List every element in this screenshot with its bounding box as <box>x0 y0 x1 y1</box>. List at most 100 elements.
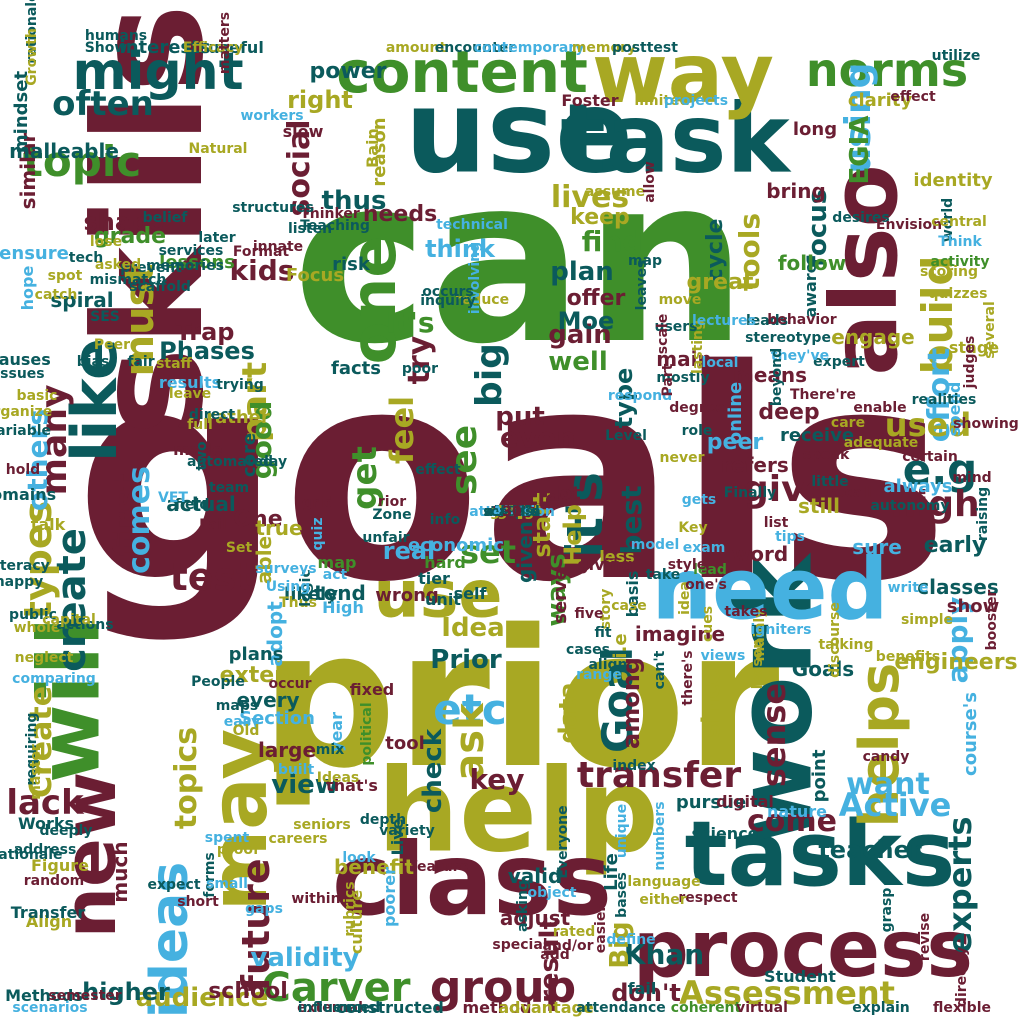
word-there-re: There're <box>789 387 857 403</box>
word-serve: serve <box>550 568 571 624</box>
word-takes: takes <box>724 604 768 620</box>
word-e-g: E.g <box>499 504 525 520</box>
word-language: language <box>627 874 701 890</box>
word-lectures: lectures <box>692 313 756 329</box>
word-phases: Phases <box>159 337 255 365</box>
word-long: long <box>792 119 838 140</box>
word-revise: revise <box>917 912 933 962</box>
word-see: see <box>444 424 485 496</box>
word-never: never <box>659 450 705 466</box>
word-mostly: mostly <box>656 370 710 386</box>
word-level: Level <box>605 428 647 444</box>
word-listen: listen <box>287 221 333 237</box>
word-that-s: that's <box>326 776 378 795</box>
word-useful: useful <box>208 38 264 57</box>
word-spiral: spiral <box>50 288 114 312</box>
word-active: Active <box>838 786 952 824</box>
word-lessons: lessons <box>159 252 235 273</box>
word-engage: engage <box>831 325 915 349</box>
word-20: 20 <box>502 504 522 520</box>
word-main: main <box>656 347 712 371</box>
word-short: short <box>177 894 219 910</box>
word-content: content <box>336 38 588 106</box>
word-19: 19 <box>502 504 522 520</box>
word-imagine: imagine <box>634 622 726 646</box>
word-met: met <box>496 504 528 520</box>
word-maps: maps <box>215 698 259 714</box>
word-write: write <box>887 580 929 596</box>
word-prevent: prevent <box>120 260 182 276</box>
word-models: models <box>483 504 541 520</box>
word-rior: rior <box>377 494 407 510</box>
word-refers: refers <box>721 453 789 477</box>
word-format: Format <box>232 244 290 260</box>
word-deeply: deeply <box>39 823 93 839</box>
word-1: 1 <box>507 504 517 520</box>
word-0: 0 <box>507 504 517 520</box>
word-causes: causes <box>0 350 51 369</box>
word-sure: sure <box>852 535 902 559</box>
word-prior: Prior <box>430 645 502 675</box>
word-comparing: comparing <box>12 671 96 687</box>
word-tool: tool <box>385 733 425 754</box>
word-keep: keep <box>570 205 630 230</box>
word-speak: speak <box>802 447 850 463</box>
word-careers: careers <box>268 831 328 847</box>
word-bring: bring <box>766 179 826 203</box>
word-times: times <box>490 504 534 520</box>
word-adequate: adequate <box>843 435 919 451</box>
word-natural: Natural <box>188 141 248 157</box>
word-seniors: seniors <box>293 817 351 833</box>
word-use: use <box>373 557 503 633</box>
word-unique: unique <box>614 803 630 859</box>
word-vet: VET <box>158 490 188 506</box>
word-bain: Bain <box>363 128 382 168</box>
word-need: need <box>651 540 889 640</box>
word-engineers: engineers <box>894 650 1018 675</box>
word-respond: respond <box>607 388 673 404</box>
word-help: help <box>377 744 659 879</box>
word-we-ve: we've <box>489 504 535 520</box>
word-technical: technical <box>436 217 508 233</box>
word-discourse: discourse <box>827 602 843 678</box>
word-direct: direct <box>188 407 236 423</box>
word-show: Show <box>84 40 128 56</box>
word-hold: hold <box>5 462 41 478</box>
word-show: show <box>946 596 1000 617</box>
word-poorer: poorer <box>380 866 399 928</box>
word-either: either <box>639 892 687 908</box>
word-rated: rated <box>552 924 596 940</box>
word-bias: bias <box>76 354 110 370</box>
word-automated: automated <box>187 454 273 470</box>
word-results: results <box>158 373 222 392</box>
word-benefit: benefit <box>333 855 415 879</box>
word-means: means <box>732 363 808 387</box>
word-numbers: numbers <box>652 801 668 871</box>
word-mix: mix <box>315 742 345 758</box>
word-influenced: influenced <box>297 1000 381 1016</box>
word-fail: Fail <box>199 517 227 533</box>
word-spent: spent <box>204 830 250 846</box>
word-less: less <box>599 547 635 566</box>
word-transfer: transfer <box>576 755 742 796</box>
word-semester: semester <box>48 988 122 1004</box>
word-lead: lead <box>693 562 727 578</box>
word-might: might <box>72 42 244 102</box>
word-set: Set <box>225 540 253 556</box>
word-real: real <box>382 537 436 565</box>
word-extent: extent <box>219 663 301 688</box>
word-gap: gap <box>497 504 527 520</box>
word-2: 2 <box>507 504 517 520</box>
word-gets: gets <box>681 492 717 508</box>
word-role: role <box>681 423 713 439</box>
word-don-t: don't <box>611 979 681 1007</box>
word-class: class <box>331 821 613 938</box>
word-align: Align <box>25 912 73 931</box>
word-trying: trying <box>216 377 264 393</box>
word-digital: digital <box>716 792 774 811</box>
word-one: One <box>233 507 283 532</box>
word-tend: tend <box>314 581 366 605</box>
word-ensure: ensure <box>0 243 69 264</box>
word-abcs: ABCs <box>491 504 533 520</box>
word-users: users <box>654 319 698 335</box>
